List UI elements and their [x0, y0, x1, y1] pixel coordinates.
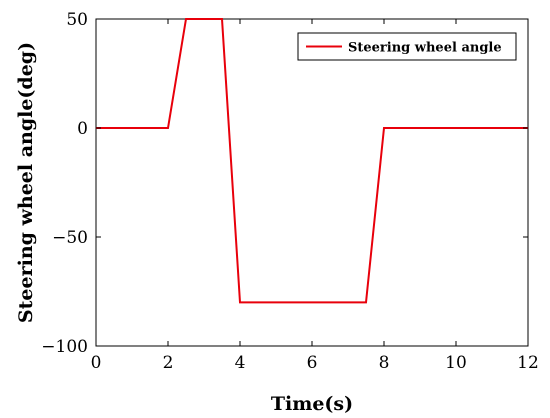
- legend-label: Steering wheel angle: [348, 41, 502, 56]
- x-tick-label: 6: [307, 353, 318, 373]
- y-tick-label: −50: [52, 228, 88, 248]
- x-axis-ticks: 0 2 4 6 8 10 12: [91, 19, 539, 373]
- x-tick-label: 10: [445, 353, 467, 373]
- x-tick-label: 4: [235, 353, 246, 373]
- series-layer: [96, 18, 528, 304]
- plot-area: [95, 18, 529, 347]
- plot-frame: [95, 18, 529, 347]
- x-tick-label: 2: [163, 353, 174, 373]
- y-tick-label: 0: [77, 119, 88, 139]
- y-axis-label: Steering wheel angle(deg): [15, 42, 37, 323]
- y-axis-ticks: −100 −50 0 50: [41, 10, 528, 357]
- legend: Steering wheel angle: [297, 32, 517, 61]
- x-axis-label: Time(s): [271, 393, 353, 415]
- y-tick-label: 50: [66, 10, 88, 30]
- x-tick-label: 0: [91, 353, 102, 373]
- y-tick-label: −100: [41, 337, 88, 357]
- x-tick-label: 12: [517, 353, 539, 373]
- x-tick-label: 8: [379, 353, 390, 373]
- series-line-0: [96, 18, 528, 304]
